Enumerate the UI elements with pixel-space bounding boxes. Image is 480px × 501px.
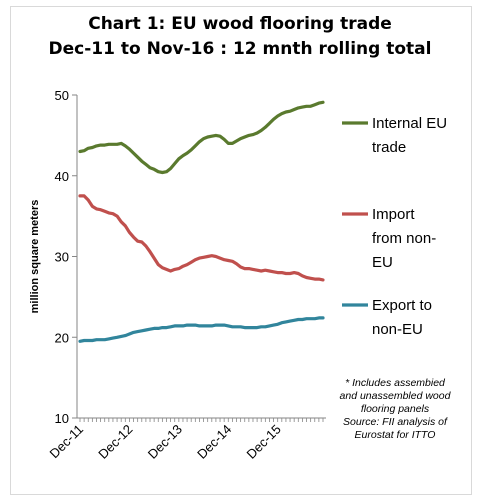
y-tick-label: 30 — [55, 250, 69, 265]
series-line-1 — [78, 100, 325, 175]
legend: Internal EU trade Import from non- EU Export … — [342, 115, 447, 338]
annotation-line-5: Eurostat for ITTO — [354, 429, 436, 441]
source-annotation: * Includes assembied and unassembled woo… — [330, 377, 460, 442]
legend-label-3: non-EU — [372, 321, 423, 338]
annotation-line-1: * Includes assembied — [345, 377, 445, 389]
legend-label-1: trade — [372, 139, 406, 156]
series-line-3 — [78, 316, 325, 343]
legend-label-2: from non- — [372, 230, 436, 247]
annotation-line-4: Source: FII analysis of — [343, 416, 447, 428]
legend-label-2: EU — [372, 254, 393, 271]
y-tick-label: 10 — [55, 411, 69, 426]
chart-frame — [10, 6, 472, 495]
x-tick-label: Dec-12 — [95, 422, 135, 462]
annotation-line-2: and unassembled wood — [339, 390, 451, 402]
chart-title-line-2: Dec-11 to Nov-16 : 12 mnth rolling total — [48, 39, 432, 59]
series-lines — [78, 100, 325, 343]
y-tick-label: 20 — [55, 330, 69, 345]
chart-title: Chart 1: EU wood flooring trade Dec-11 t… — [0, 12, 480, 62]
x-tick-label: Dec-15 — [244, 422, 284, 462]
x-tick-label: Dec-11 — [47, 422, 87, 462]
y-tick-label: 40 — [55, 169, 69, 184]
y-axis-label: million square meters — [29, 200, 41, 314]
legend-label-3: Export to — [372, 297, 432, 314]
series-line-2 — [78, 194, 325, 282]
x-tick-label: Dec-14 — [194, 422, 234, 462]
x-tick-label: Dec-13 — [145, 422, 185, 462]
legend-label-1: Internal EU — [372, 115, 447, 132]
x-ticks: Dec-11 Dec-12 Dec-13 Dec-14 Dec-15 — [47, 418, 324, 462]
chart-title-line-1: Chart 1: EU wood flooring trade — [88, 14, 392, 34]
y-tick-label: 50 — [55, 88, 69, 103]
legend-label-2: Import — [372, 206, 415, 223]
annotation-line-3: flooring panels — [360, 403, 430, 415]
y-ticks: 10 20 30 40 50 — [55, 88, 77, 426]
